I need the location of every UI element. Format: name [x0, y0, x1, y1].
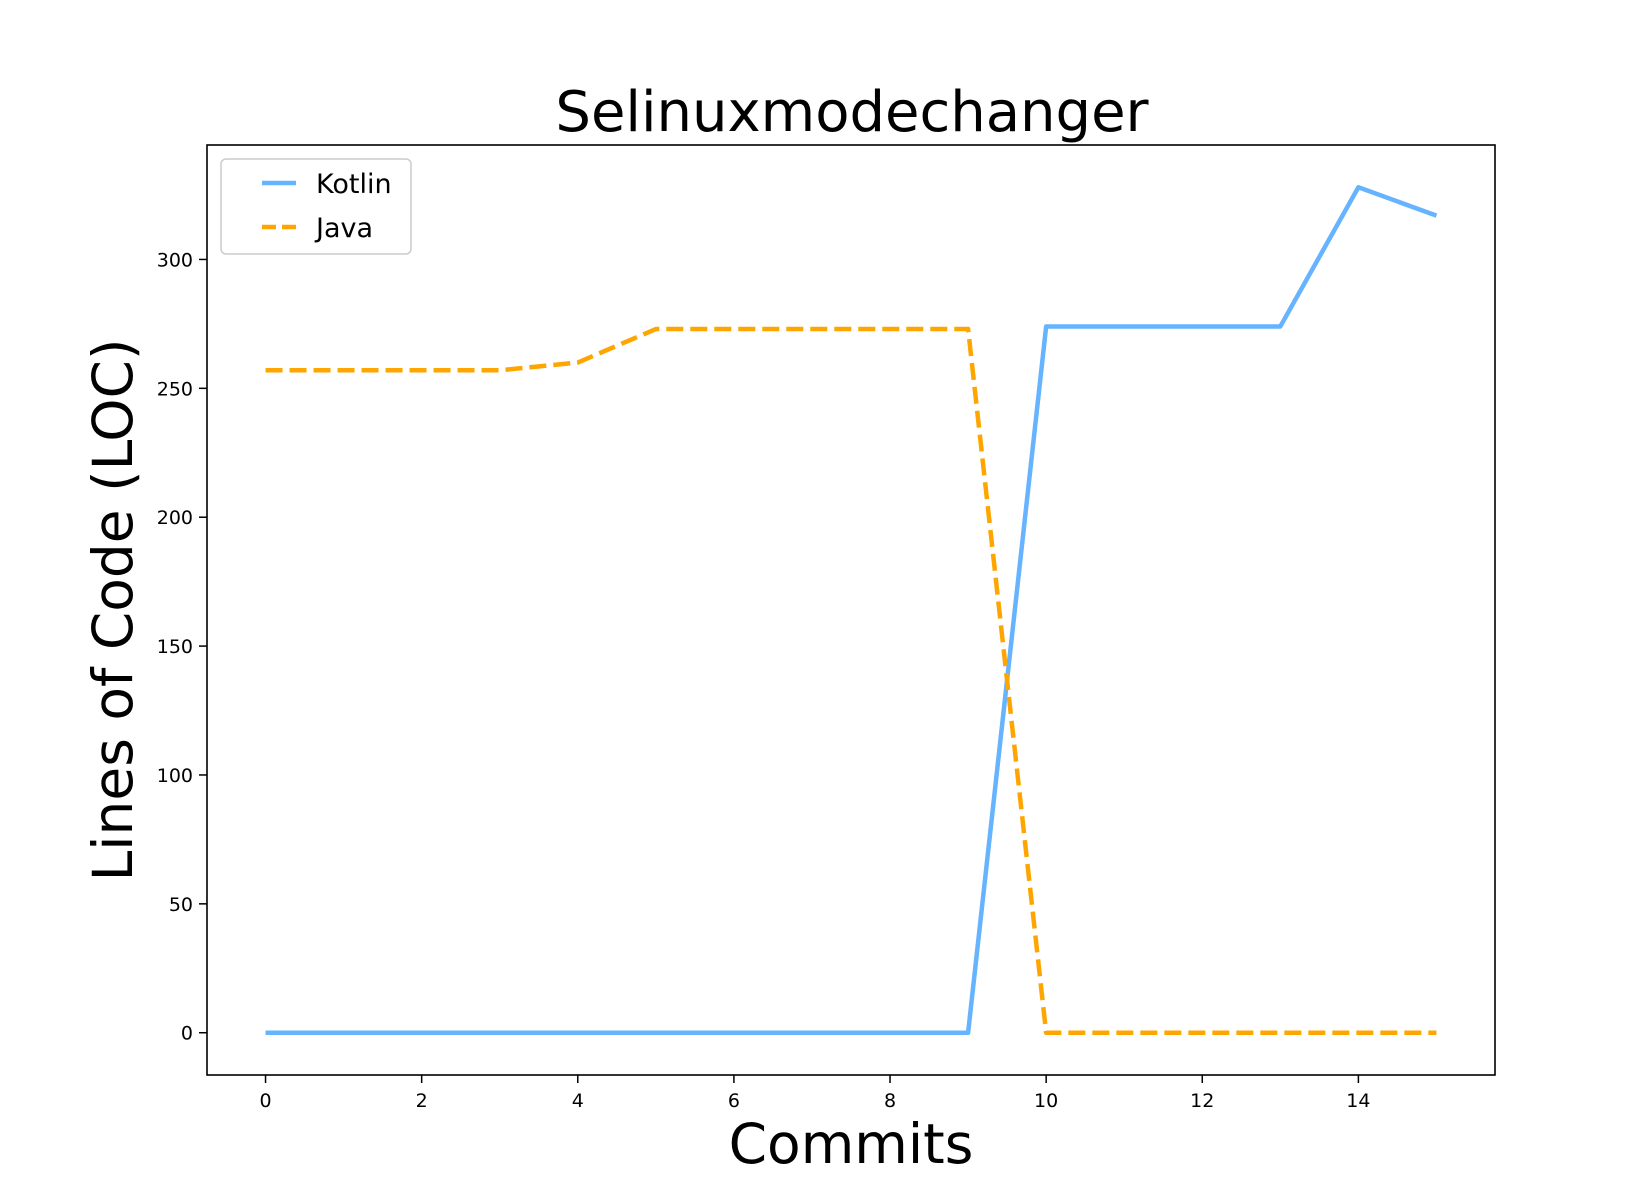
legend: Kotlin Java	[220, 158, 412, 255]
chart-title: Selinuxmodechanger	[555, 80, 1149, 145]
plot-frame	[206, 144, 1496, 1076]
y-tick-label: 300	[157, 249, 193, 271]
x-tick-label: 14	[1346, 1090, 1370, 1112]
y-tick-label: 200	[157, 507, 193, 529]
x-tick-label: 0	[259, 1090, 271, 1112]
x-tick-label: 4	[572, 1090, 584, 1112]
plot-lines	[265, 185, 1438, 1035]
y-tick-label: 50	[169, 894, 193, 916]
y-tick-label: 100	[157, 765, 193, 787]
x-tick-label: 10	[1034, 1090, 1058, 1112]
y-tick-label: 0	[181, 1023, 193, 1045]
x-axis-label: Commits	[729, 1112, 974, 1176]
series-line-kotlin	[265, 185, 1438, 1035]
x-axis-ticks: 0 2 4 6 8 10 12 14	[259, 1075, 1370, 1112]
x-tick-label: 2	[416, 1090, 428, 1112]
x-tick-label: 6	[728, 1090, 740, 1112]
legend-label-kotlin: Kotlin	[316, 169, 392, 200]
y-axis-ticks: 0 50 100 150 200 250 300	[157, 249, 207, 1045]
series-line-java	[265, 326, 1437, 1035]
x-tick-label: 8	[884, 1090, 896, 1112]
y-axis-label: Lines of Code (LOC)	[81, 339, 145, 882]
legend-label-java: Java	[314, 213, 373, 244]
x-tick-label: 12	[1190, 1090, 1214, 1112]
y-tick-label: 150	[157, 636, 193, 658]
y-tick-label: 250	[157, 378, 193, 400]
